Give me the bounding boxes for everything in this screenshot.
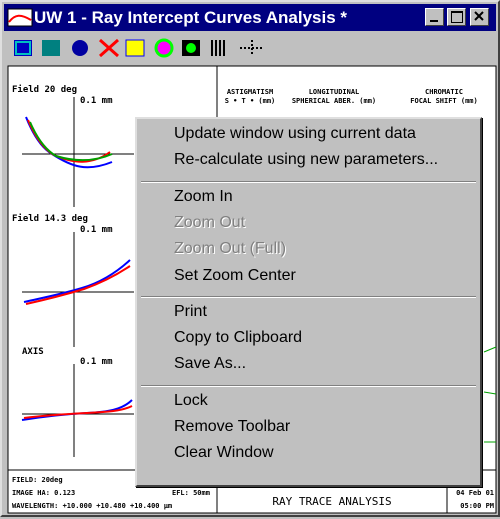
- header-title: ASTIGMATISM: [227, 88, 273, 96]
- toolbar: [14, 38, 264, 58]
- window-title: UW 1 - Ray Intercept Curves Analysis *: [34, 8, 348, 27]
- footer-center: RAY TRACE ANALYSIS: [272, 495, 391, 508]
- menu-item[interactable]: Remove Toolbar: [174, 418, 291, 435]
- curve: [25, 265, 131, 305]
- tool-icon-detail: [15, 41, 31, 55]
- menu-item[interactable]: Re-calculate using new parameters...: [174, 151, 439, 169]
- maximize-button[interactable]: [447, 8, 466, 26]
- tool-icon[interactable]: [154, 38, 174, 58]
- tool-icon-detail: [186, 43, 196, 53]
- footer-text: FIELD: 20deg: [12, 476, 63, 484]
- footer-text: 04 Feb 01: [456, 489, 494, 497]
- header-subtitle: S • T • (mm): [225, 97, 276, 105]
- menu-separator: [141, 180, 476, 183]
- menu-item: Zoom Out: [174, 213, 246, 231]
- tool-icon[interactable]: [240, 40, 264, 56]
- plot-scale: 0.1 mm: [80, 357, 113, 367]
- menu-separator: [141, 384, 476, 387]
- menu-item[interactable]: Update window using current data: [174, 125, 416, 142]
- menu-item[interactable]: Print: [174, 302, 207, 320]
- tool-icon[interactable]: [42, 40, 60, 56]
- tool-icon[interactable]: [14, 40, 32, 56]
- menu-item[interactable]: Lock: [174, 391, 208, 409]
- curve: [29, 121, 113, 162]
- plot-scale: 0.1 mm: [80, 225, 113, 235]
- header-title: LONGITUDINAL: [309, 88, 360, 96]
- close-button[interactable]: [470, 8, 489, 26]
- header-title: CHROMATIC: [425, 88, 463, 96]
- menu-item[interactable]: Clear Window: [174, 444, 274, 462]
- curve: [483, 391, 497, 395]
- plot-curves: [21, 116, 133, 421]
- tool-icon[interactable]: [99, 38, 119, 58]
- header-subtitle: FOCAL SHIFT (mm): [410, 97, 477, 105]
- menu-separator: [141, 295, 476, 298]
- right-curves: [483, 346, 497, 443]
- plot-label: Field 14.3 deg: [12, 213, 88, 224]
- menu-item: Zoom Out (Full): [174, 240, 287, 258]
- menu-item[interactable]: Zoom In: [174, 187, 233, 205]
- footer-text: WAVELENGTH: +10.000 +10.480 +10.400 µm: [12, 502, 172, 510]
- footer-text: EFL: 50mm: [172, 489, 210, 497]
- title-bar: UW 1 - Ray Intercept Curves Analysis *: [4, 4, 496, 31]
- plot-scale: 0.1 mm: [80, 96, 113, 106]
- plot-label: AXIS: [22, 347, 44, 357]
- plot-label: Field 20 deg: [12, 84, 77, 95]
- menu-item[interactable]: Set Zoom Center: [174, 266, 296, 284]
- curve: [483, 346, 497, 353]
- curve: [23, 405, 133, 419]
- menu-item[interactable]: Copy to Clipboard: [174, 329, 303, 347]
- header-subtitle: SPHERICAL ABER. (mm): [292, 97, 376, 105]
- footer-text: IMAGE HA: 0.123: [12, 489, 75, 497]
- tool-icon[interactable]: [125, 39, 145, 57]
- curve: [23, 259, 131, 303]
- minimize-button[interactable]: [425, 8, 444, 26]
- tool-icon[interactable]: [72, 40, 88, 56]
- app-icon: [7, 8, 33, 27]
- footer-text: 05:00 PM: [460, 502, 494, 510]
- tool-icon[interactable]: [211, 40, 225, 56]
- context-menu: Update window using current data Re-calcu…: [135, 117, 482, 487]
- menu-item[interactable]: Save As...: [174, 355, 247, 373]
